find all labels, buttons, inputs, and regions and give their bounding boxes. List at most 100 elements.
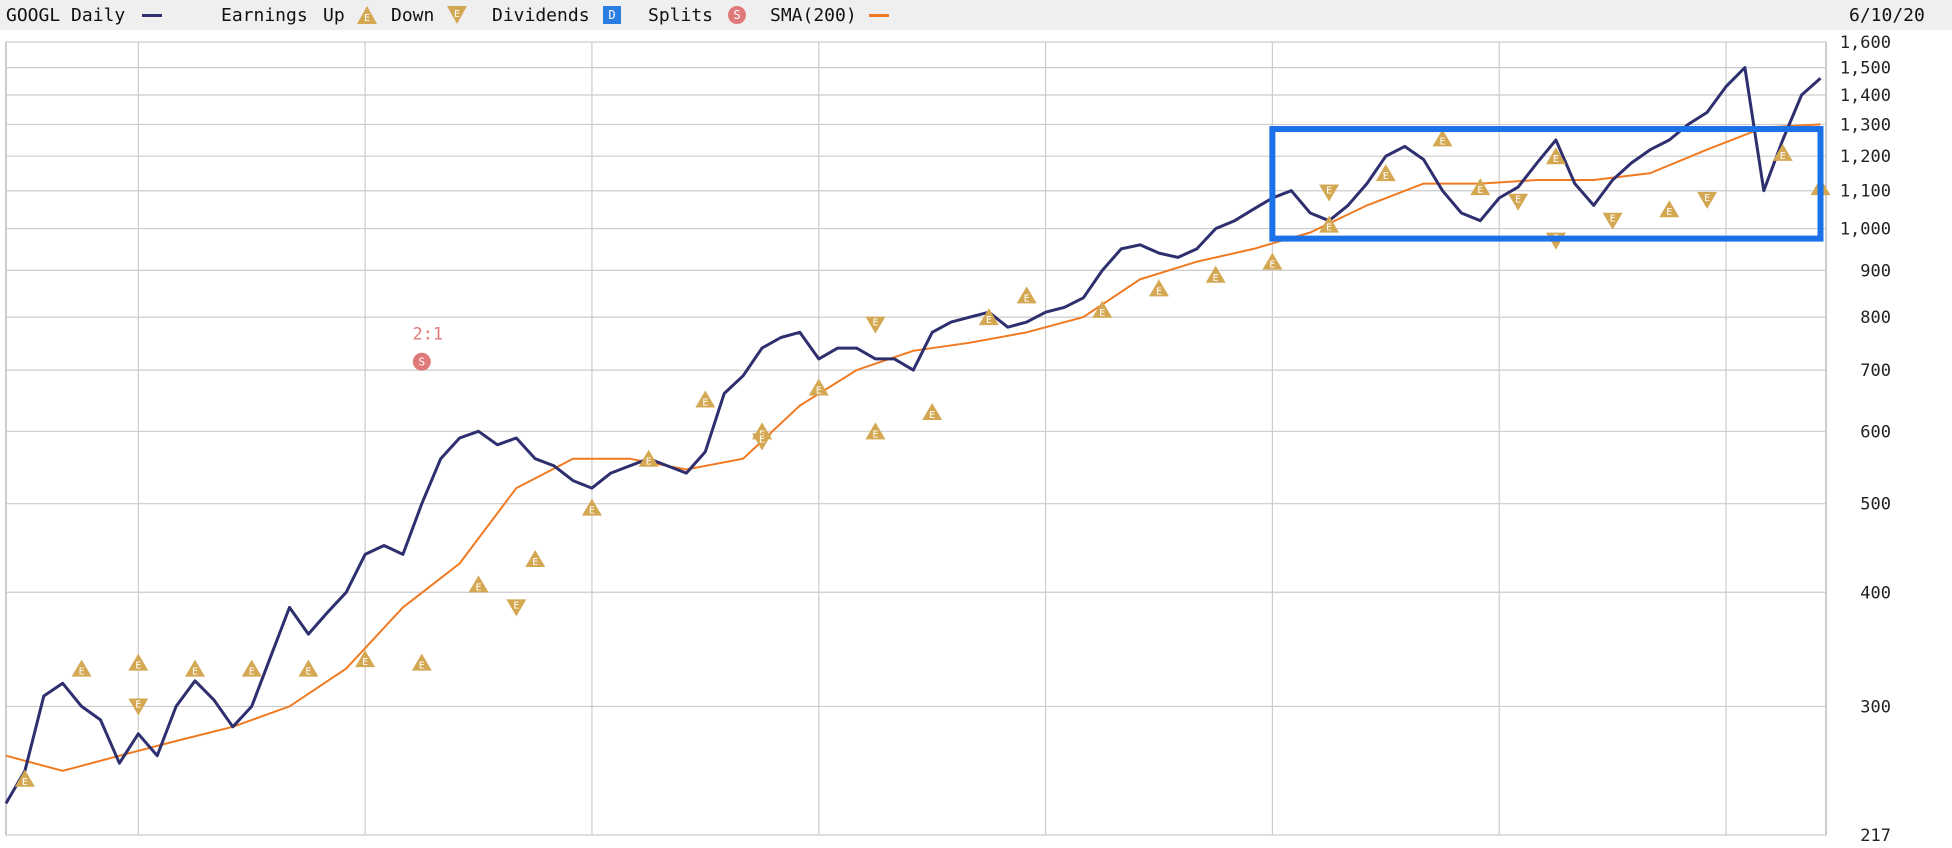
earnings-marker-shape (1602, 212, 1623, 230)
y-tick-label: 1,600 (1840, 33, 1891, 53)
split-marker-glyph: S (419, 356, 426, 369)
earnings-label: Earnings (221, 5, 308, 26)
earnings-marker-shape (1262, 252, 1283, 270)
y-tick-label: 1,100 (1840, 182, 1891, 202)
earnings-down-marker: E (128, 698, 149, 716)
earnings-up-marker: E (241, 659, 262, 678)
y-tick-label: 400 (1860, 583, 1891, 603)
earnings-marker-shape (581, 498, 602, 516)
earnings-marker-shape (1319, 215, 1340, 233)
earnings-marker-shape (1508, 193, 1529, 211)
splits-label: Splits (648, 5, 714, 26)
earnings-marker-shape (922, 402, 943, 420)
earnings-marker-glyph: E (1477, 185, 1483, 196)
earnings-marker-glyph: E (986, 315, 992, 326)
earnings-marker-shape (1772, 143, 1793, 161)
earnings-up-marker: E (411, 653, 432, 672)
y-tick-label: 1,500 (1840, 59, 1891, 79)
earnings-up-marker: E (581, 498, 602, 517)
earnings-marker-glyph: E (702, 398, 708, 409)
earnings-marker-glyph: E (1780, 151, 1786, 162)
earnings-marker-glyph: E (1269, 260, 1275, 271)
earnings-marker-glyph: E (1553, 154, 1559, 165)
earnings-marker-glyph: E (79, 667, 85, 678)
split-marker-circle (412, 352, 431, 371)
earnings-down-label: Down (391, 5, 435, 26)
earnings-up-marker: E (298, 659, 319, 678)
earnings-marker-shape (241, 659, 262, 677)
earnings-up-marker: E (185, 659, 206, 678)
earnings-marker-glyph: E (22, 777, 28, 788)
earnings-up-marker: E (978, 308, 999, 326)
earnings-up-icon: E (357, 6, 377, 24)
earnings-up-marker: E (1772, 143, 1793, 162)
date-label: 6/10/20 (1849, 5, 1925, 26)
earnings-down-icon: E (447, 6, 467, 24)
grid (5, 41, 1827, 836)
y-tick-label: 600 (1860, 422, 1891, 442)
earnings-marker-shape (1432, 129, 1453, 147)
y-axis-labels: 1,600 1,500 1,400 1,300 1,200 1,100 1,000 900 80… (1840, 33, 1891, 846)
earnings-up-marker: E (1545, 147, 1566, 165)
earnings-up-marker: E (1375, 164, 1396, 182)
y-tick-label: 500 (1860, 495, 1891, 515)
earnings-up-marker: E (1319, 215, 1340, 234)
earnings-marker-shape (298, 659, 319, 677)
price-series-swatch (142, 14, 162, 17)
earnings-marker-glyph: E (589, 506, 595, 517)
earnings-marker-glyph: E (419, 661, 425, 672)
y-tick-label: 1,200 (1840, 147, 1891, 167)
earnings-marker-glyph: E (362, 657, 368, 668)
earnings-marker-shape (128, 698, 149, 716)
earnings-marker-glyph: E (872, 318, 878, 329)
earnings-marker-glyph: E (513, 600, 519, 611)
dividends-label: Dividends (492, 5, 590, 26)
y-tick-label: 900 (1860, 261, 1891, 281)
earnings-marker-shape (865, 316, 886, 334)
earnings-marker-shape (1659, 200, 1680, 218)
earnings-marker-shape (1319, 184, 1340, 202)
earnings-up-marker: E (468, 575, 489, 593)
earnings-up-marker: E (865, 422, 886, 440)
earnings-marker-shape (638, 449, 659, 467)
earnings-marker-shape (411, 653, 432, 671)
earnings-up-marker: E (71, 659, 92, 678)
earnings-marker-glyph: E (1666, 207, 1672, 218)
earnings-marker-shape (71, 659, 92, 677)
earnings-marker-glyph: E (1326, 223, 1332, 234)
earnings-up-marker: E (128, 653, 149, 672)
y-tick-label: 300 (1860, 697, 1891, 717)
earnings-up-marker: E (1432, 129, 1453, 147)
split-icon: S (728, 6, 746, 24)
svg-text:E: E (364, 13, 370, 24)
earnings-marker-shape (185, 659, 206, 677)
earnings-marker-shape (1375, 164, 1396, 182)
earnings-marker-shape (14, 769, 35, 787)
earnings-down-marker: E (865, 316, 886, 334)
earnings-marker-shape (1545, 147, 1566, 165)
y-tick-label: 1,400 (1840, 86, 1891, 106)
earnings-marker-glyph: E (1099, 308, 1105, 319)
earnings-down-marker: E (1319, 184, 1340, 202)
sma-series (5, 123, 1821, 772)
earnings-up-marker: E (695, 390, 716, 409)
earnings-marker-glyph: E (872, 429, 878, 440)
highlight-box (1269, 126, 1824, 242)
earnings-up-label: Up (323, 5, 345, 26)
earnings-marker-glyph: E (532, 557, 538, 568)
earnings-marker-shape (525, 549, 546, 567)
earnings-marker-shape (506, 599, 527, 617)
sma-label: SMA(200) (770, 5, 857, 26)
earnings-up-marker: E (638, 449, 659, 468)
earnings-down-marker: E (506, 599, 527, 617)
earnings-marker-glyph: E (1704, 193, 1710, 204)
annotations (1269, 126, 1824, 242)
earnings-marker-glyph: E (1156, 286, 1162, 297)
earnings-marker-glyph: E (759, 434, 765, 445)
dividend-icon: D (603, 6, 621, 24)
earnings-marker-glyph: E (816, 386, 822, 397)
ticker-label: GOOGL Daily (6, 5, 126, 26)
y-tick-label: 1,000 (1840, 220, 1891, 240)
price-series (4, 66, 1822, 805)
price-line (4, 66, 1822, 805)
